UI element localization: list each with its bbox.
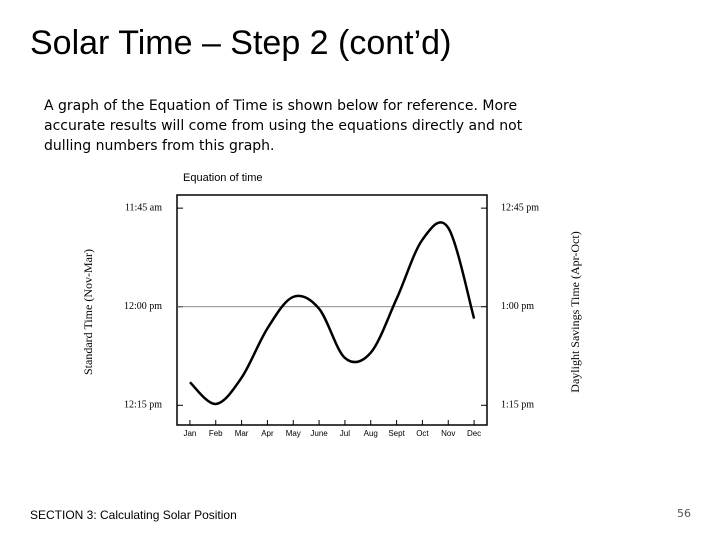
- x-tick-label: Dec: [467, 429, 481, 438]
- footer: SECTION 3: Calculating Solar Position: [30, 508, 237, 522]
- y-tick-label: 12:00 pm: [124, 301, 162, 312]
- x-tick-label: Oct: [416, 429, 429, 438]
- body-line: A graph of the Equation of Time is shown…: [44, 98, 517, 114]
- chart-title: Equation of time: [183, 172, 263, 184]
- y-tick-label: 11:45 am: [125, 202, 162, 213]
- x-tick-label: Aug: [364, 429, 378, 438]
- y-axis-label: Standard Time (Nov-Mar): [81, 249, 95, 375]
- x-tick-label: Feb: [209, 429, 223, 438]
- plot-frame: [176, 194, 488, 426]
- body-line: accurate results will come from using th…: [44, 118, 523, 134]
- y2-tick-label: 1:00 pm: [501, 301, 534, 312]
- slide-title: Solar Time – Step 2 (cont’d): [30, 24, 451, 62]
- x-tick-label: June: [310, 429, 328, 438]
- x-tick-label: Sept: [388, 429, 405, 438]
- y2-axis-label: Daylight Savings Time (Apr-Oct): [568, 231, 582, 392]
- x-tick-label: Jul: [340, 429, 350, 438]
- x-tick-label: Jan: [183, 429, 196, 438]
- x-tick-label: Mar: [235, 429, 249, 438]
- y2-tick-label: 1:15 pm: [501, 400, 534, 411]
- y-tick-label: 12:15 pm: [124, 400, 162, 411]
- x-tick-label: Nov: [441, 429, 455, 438]
- page-number: 56: [677, 507, 691, 520]
- x-tick-label: May: [286, 429, 301, 438]
- body-line: dulling numbers from this graph.: [44, 138, 274, 154]
- x-tick-label: Apr: [261, 429, 274, 438]
- y2-tick-label: 12:45 pm: [501, 202, 539, 213]
- curve: [189, 221, 476, 406]
